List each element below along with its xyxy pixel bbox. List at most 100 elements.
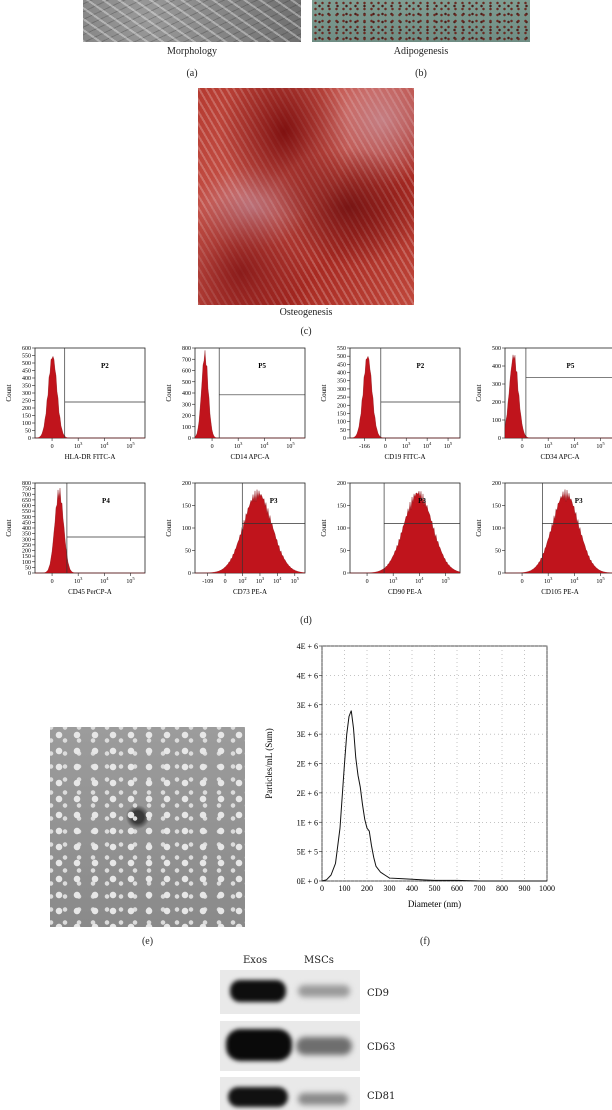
- x-tick-label: 105: [291, 576, 300, 585]
- x-tick-label: 105: [126, 441, 135, 450]
- x-tick-label: 103: [234, 441, 243, 450]
- y-tick-label: 550: [22, 509, 31, 515]
- y-axis-label: Count: [5, 519, 13, 536]
- y-tick-label: 300: [22, 391, 31, 397]
- y-tick-label: 100: [337, 420, 346, 426]
- flow-histogram-5: P405010015020025030035040045050055060065…: [5, 481, 145, 596]
- panel-label-d: (d): [0, 615, 612, 626]
- y-tick-label: 50: [495, 549, 501, 555]
- y-tick-label: 0: [343, 436, 346, 442]
- y-tick-label: 100: [182, 526, 191, 532]
- y-tick-label: 100: [22, 421, 31, 427]
- x-tick-label: 103: [389, 576, 398, 585]
- y-tick-label: 300: [182, 402, 191, 408]
- x-axis-label: CD19 FITC-A: [384, 453, 425, 461]
- y-tick-label: 0: [188, 571, 191, 577]
- band-label-cd63: CD63: [367, 1042, 395, 1053]
- nta-size-distribution-chart: 0 100 200 300 400 500 600 700 800 900 1000 0E + 0 5E…: [260, 632, 560, 932]
- panel-label-c: (c): [198, 326, 414, 337]
- y-tick-label: 150: [492, 504, 501, 510]
- x-tick-label: 105: [444, 441, 453, 450]
- western-blot: Exos MSCs CD9 CD63 CD81: [220, 955, 400, 1110]
- y-tick-label: 500: [492, 346, 501, 352]
- y-tick-label: 5E + 5: [297, 848, 318, 857]
- panel-label-a: (a): [83, 68, 301, 79]
- y-tick-label: 600: [22, 504, 31, 510]
- gate-label: P5: [567, 362, 575, 370]
- y-tick-label: 200: [182, 481, 191, 487]
- y-tick-label: 800: [22, 481, 31, 487]
- osteogenesis-caption: Osteogenesis: [198, 307, 414, 318]
- gate-label: P2: [417, 362, 425, 370]
- x-tick-label: 800: [496, 884, 508, 893]
- y-tick-label: 450: [337, 362, 346, 368]
- y-tick-label: 50: [340, 428, 346, 434]
- y-tick-label: 800: [182, 346, 191, 352]
- y-tick-label: 600: [182, 369, 191, 375]
- x-tick-label: 0: [521, 579, 524, 585]
- y-tick-label: 750: [22, 487, 31, 493]
- x-tick-label: 105: [596, 441, 605, 450]
- x-tick-label: -166: [359, 444, 370, 450]
- y-axis-label: Count: [320, 519, 328, 536]
- flow-histogram-3: P2 0 50 100 150 200 250 300 350 400 450 500 550 Count…: [320, 346, 460, 461]
- panel-label-e: (e): [50, 936, 245, 947]
- x-axis-label: CD45 PerCP-A: [68, 588, 112, 596]
- blot-cd81: [220, 1077, 360, 1110]
- x-tick-label: 103: [74, 576, 83, 585]
- x-tick-label: 500: [429, 884, 441, 893]
- y-tick-label: 3E + 6: [297, 701, 318, 710]
- adipogenesis-caption: Adipogenesis: [312, 46, 530, 57]
- blot-cd63: [220, 1021, 360, 1071]
- lane-label-exos: Exos: [243, 955, 267, 966]
- y-axis-label: Count: [475, 519, 483, 536]
- x-tick-label: 0: [51, 579, 54, 585]
- y-tick-label: 500: [22, 361, 31, 367]
- band-mscs-cd81: [298, 1093, 348, 1105]
- x-tick-label: 400: [406, 884, 418, 893]
- y-tick-label: 0: [498, 571, 501, 577]
- x-tick-label: 900: [519, 884, 531, 893]
- x-tick-label: 103: [544, 441, 553, 450]
- band-exos-cd81: [228, 1087, 288, 1107]
- y-tick-label: 500: [337, 354, 346, 360]
- plot-frame: [195, 348, 305, 438]
- x-axis-label: CD73 PE-A: [233, 588, 267, 596]
- y-tick-label: 100: [492, 526, 501, 532]
- y-tick-label: 0: [498, 436, 501, 442]
- y-tick-label: 200: [22, 549, 31, 555]
- band-mscs-cd9: [298, 985, 350, 997]
- x-tick-label: 103: [74, 441, 83, 450]
- gate-label: P3: [575, 497, 583, 505]
- y-tick-label: 550: [337, 346, 346, 352]
- y-tick-label: 150: [337, 504, 346, 510]
- y-tick-label: 0: [188, 436, 191, 442]
- y-tick-label: 50: [185, 549, 191, 555]
- y-tick-label: 450: [22, 369, 31, 375]
- gate-label: P3: [418, 497, 426, 505]
- y-tick-label: 0: [28, 436, 31, 442]
- y-tick-label: 700: [182, 357, 191, 363]
- y-tick-label: 200: [337, 481, 346, 487]
- flow-cytometry-panels: P2050100150200250300350400450500550600Co…: [0, 340, 612, 605]
- y-axis-label: Count: [320, 384, 328, 401]
- x-tick-label: 0: [521, 444, 524, 450]
- blot-cd9: [220, 970, 360, 1014]
- x-tick-label: 200: [361, 884, 373, 893]
- y-axis-label: Count: [475, 384, 483, 401]
- y-tick-label: 300: [22, 537, 31, 543]
- x-tick-label: 300: [384, 884, 396, 893]
- x-tick-label: 700: [474, 884, 486, 893]
- y-tick-label: 200: [492, 400, 501, 406]
- y-tick-label: 500: [22, 515, 31, 521]
- y-tick-label: 400: [492, 364, 501, 370]
- y-tick-label: 250: [337, 395, 346, 401]
- x-tick-label: 0: [366, 579, 369, 585]
- x-tick-label: 105: [596, 576, 605, 585]
- x-tick-label: 104: [570, 576, 579, 585]
- y-tick-label: 4E + 6: [297, 642, 318, 651]
- y-tick-label: 150: [22, 414, 31, 420]
- y-tick-label: 100: [182, 425, 191, 431]
- y-tick-label: 450: [22, 520, 31, 526]
- y-axis-label: Count: [165, 384, 173, 401]
